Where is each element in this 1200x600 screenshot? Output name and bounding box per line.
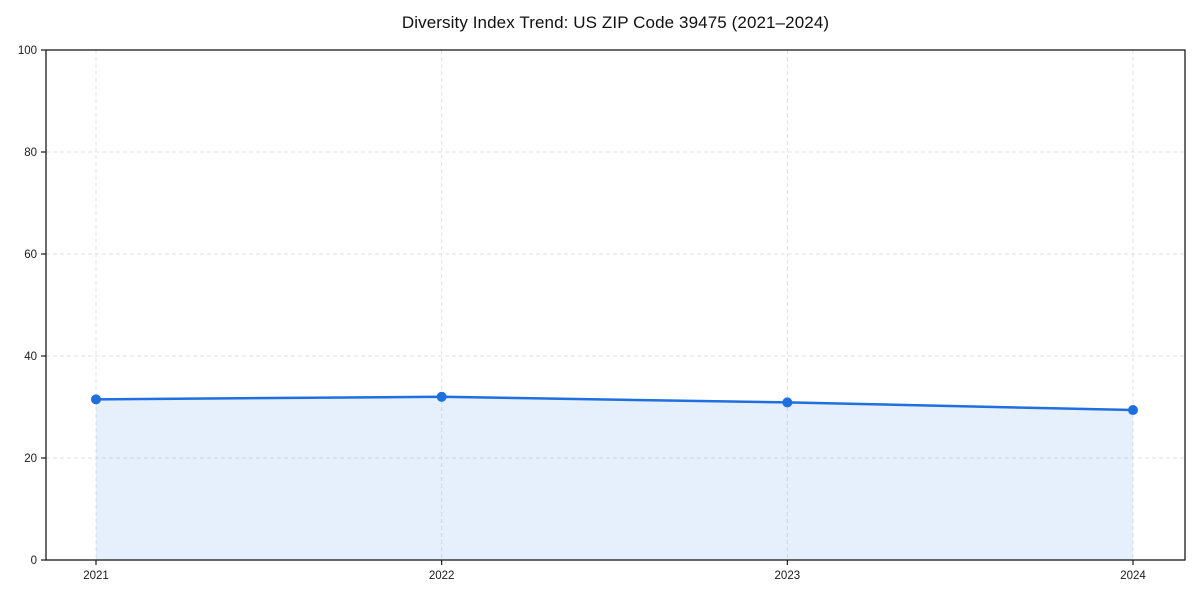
axes-spines bbox=[45, 49, 1186, 561]
y-tick-label: 40 bbox=[24, 351, 37, 363]
data-line bbox=[94, 395, 1135, 412]
y-tick-label: 20 bbox=[24, 453, 37, 465]
x-tick-label: 2021 bbox=[83, 570, 109, 582]
data-point-2022 bbox=[436, 391, 447, 402]
y-tick-label: 60 bbox=[24, 249, 37, 261]
x-tick-label: 2022 bbox=[429, 570, 455, 582]
data-point-2021 bbox=[91, 394, 101, 405]
data-point-2024 bbox=[1128, 405, 1138, 416]
y-tick-label: 80 bbox=[24, 147, 37, 159]
x-tick-label: 2023 bbox=[775, 570, 801, 582]
y-tick-label: 0 bbox=[31, 555, 37, 567]
area-fill bbox=[96, 396, 1133, 560]
chart-title: Diversity Index Trend: US ZIP Code 39475… bbox=[401, 13, 830, 32]
data-point-2023 bbox=[782, 397, 793, 408]
x-tick-label: 2024 bbox=[1120, 570, 1146, 582]
y-tick-label: 100 bbox=[18, 45, 37, 57]
